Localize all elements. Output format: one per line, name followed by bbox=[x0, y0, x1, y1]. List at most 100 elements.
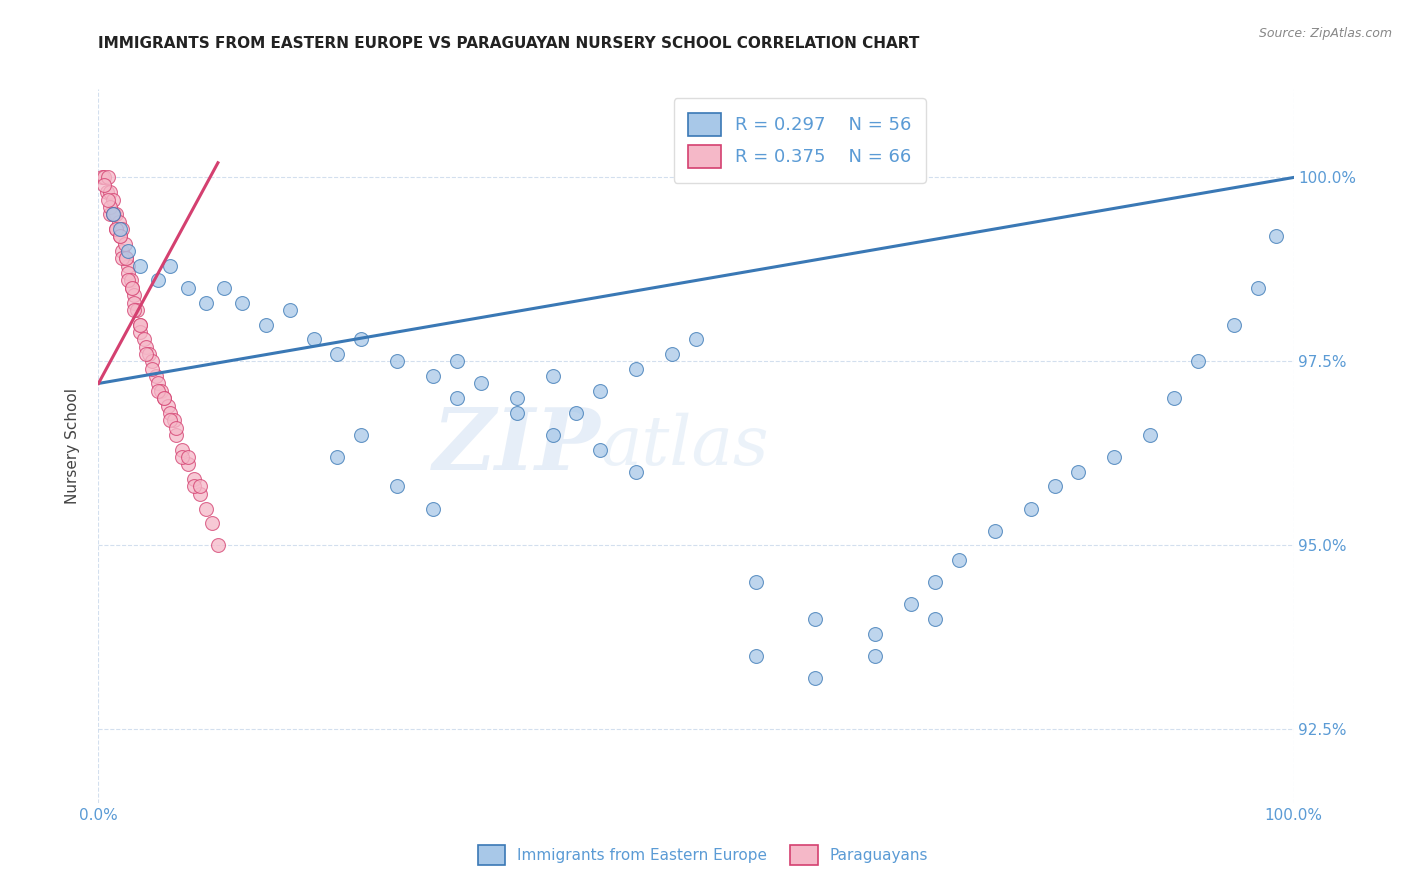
Point bbox=[96, 185, 118, 199]
Point bbox=[159, 259, 181, 273]
Point bbox=[91, 170, 114, 185]
Point bbox=[159, 406, 181, 420]
Point bbox=[101, 207, 124, 221]
Point bbox=[153, 391, 176, 405]
Point bbox=[422, 501, 444, 516]
Point bbox=[924, 575, 946, 590]
Point bbox=[129, 325, 152, 339]
Point bbox=[385, 354, 409, 368]
Point bbox=[120, 273, 142, 287]
Point bbox=[148, 376, 170, 391]
Point bbox=[115, 252, 138, 266]
Point bbox=[302, 332, 325, 346]
Point bbox=[117, 266, 139, 280]
Point bbox=[149, 384, 172, 398]
Text: IMMIGRANTS FROM EASTERN EUROPE VS PARAGUAYAN NURSERY SCHOOL CORRELATION CHART: IMMIGRANTS FROM EASTERN EUROPE VS PARAGU… bbox=[98, 36, 920, 51]
Point bbox=[506, 406, 529, 420]
Point bbox=[121, 281, 143, 295]
Point bbox=[350, 428, 373, 442]
Point bbox=[1223, 318, 1246, 332]
Point bbox=[163, 413, 186, 427]
Point bbox=[124, 295, 146, 310]
Point bbox=[326, 450, 349, 464]
Point bbox=[105, 207, 128, 221]
Point bbox=[183, 479, 205, 493]
Point bbox=[254, 318, 277, 332]
Point bbox=[141, 354, 163, 368]
Point bbox=[541, 369, 564, 384]
Point bbox=[129, 318, 152, 332]
Text: ZIP: ZIP bbox=[433, 404, 600, 488]
Point bbox=[1247, 281, 1270, 295]
Point bbox=[541, 428, 564, 442]
Point bbox=[108, 222, 131, 236]
Point bbox=[865, 648, 887, 663]
Point bbox=[111, 222, 134, 236]
Point bbox=[589, 442, 612, 457]
Legend: Immigrants from Eastern Europe, Paraguayans: Immigrants from Eastern Europe, Paraguay… bbox=[471, 839, 935, 871]
Point bbox=[148, 273, 170, 287]
Point bbox=[153, 391, 176, 405]
Point bbox=[201, 516, 224, 531]
Point bbox=[626, 465, 648, 479]
Point bbox=[278, 302, 301, 317]
Point bbox=[117, 244, 139, 258]
Point bbox=[108, 229, 131, 244]
Point bbox=[745, 648, 768, 663]
Point bbox=[156, 399, 179, 413]
Point bbox=[984, 524, 1007, 538]
Point bbox=[101, 193, 124, 207]
Point bbox=[188, 479, 211, 493]
Point bbox=[188, 487, 211, 501]
Point bbox=[114, 236, 136, 251]
Point bbox=[1264, 229, 1286, 244]
Legend: R = 0.297    N = 56, R = 0.375    N = 66: R = 0.297 N = 56, R = 0.375 N = 66 bbox=[673, 98, 927, 183]
Point bbox=[1163, 391, 1185, 405]
Point bbox=[165, 428, 187, 442]
Point bbox=[132, 332, 155, 346]
Point bbox=[422, 369, 444, 384]
Point bbox=[115, 252, 138, 266]
Point bbox=[103, 207, 125, 221]
Point bbox=[1104, 450, 1126, 464]
Text: atlas: atlas bbox=[600, 413, 769, 479]
Point bbox=[93, 170, 115, 185]
Point bbox=[231, 295, 253, 310]
Point bbox=[159, 413, 181, 427]
Point bbox=[97, 170, 120, 185]
Point bbox=[948, 553, 970, 567]
Point bbox=[138, 347, 160, 361]
Point bbox=[98, 200, 122, 214]
Point bbox=[117, 259, 139, 273]
Point bbox=[804, 671, 827, 685]
Point bbox=[1187, 354, 1209, 368]
Point bbox=[195, 295, 218, 310]
Point bbox=[177, 458, 200, 472]
Text: Source: ZipAtlas.com: Source: ZipAtlas.com bbox=[1258, 27, 1392, 40]
Point bbox=[212, 281, 235, 295]
Point bbox=[117, 273, 139, 287]
Point bbox=[148, 384, 170, 398]
Point bbox=[195, 501, 218, 516]
Point bbox=[172, 450, 194, 464]
Point bbox=[385, 479, 409, 493]
Point bbox=[125, 302, 148, 317]
Point bbox=[470, 376, 492, 391]
Point bbox=[626, 361, 648, 376]
Point bbox=[129, 259, 152, 273]
Point bbox=[589, 384, 612, 398]
Point bbox=[685, 332, 707, 346]
Point bbox=[1067, 465, 1090, 479]
Point bbox=[865, 626, 887, 640]
Point bbox=[105, 222, 128, 236]
Point bbox=[124, 288, 146, 302]
Point bbox=[98, 207, 122, 221]
Point bbox=[97, 193, 120, 207]
Point bbox=[135, 347, 157, 361]
Point bbox=[111, 252, 134, 266]
Point bbox=[145, 369, 167, 384]
Point bbox=[506, 391, 529, 405]
Point bbox=[108, 229, 131, 244]
Point bbox=[446, 354, 468, 368]
Point bbox=[111, 244, 134, 258]
